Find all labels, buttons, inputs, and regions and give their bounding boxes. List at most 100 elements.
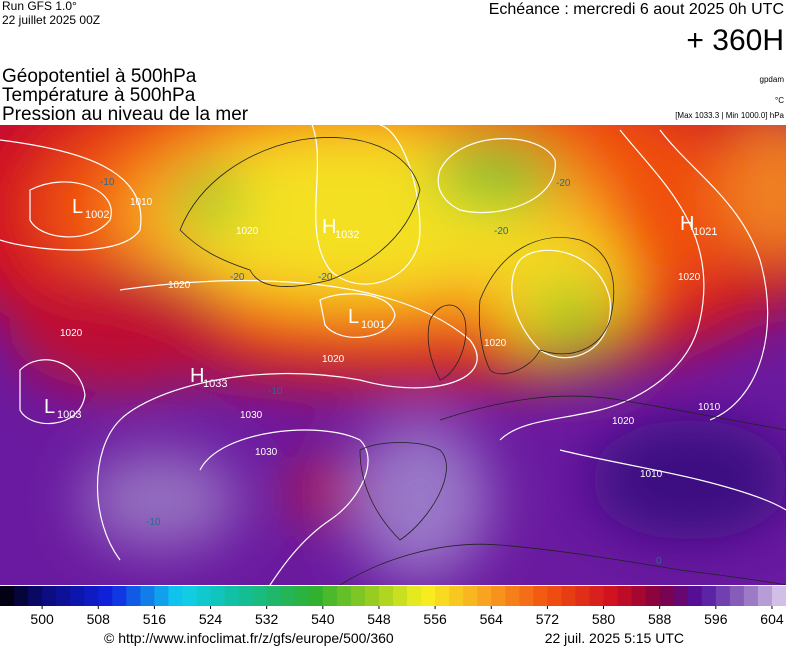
colorbar-swatch — [575, 586, 590, 606]
colorbar-swatch — [280, 586, 296, 606]
isobar-label: 1030 — [240, 410, 263, 421]
colorbar-swatch — [14, 586, 29, 606]
colorbar-tick-label: 588 — [648, 611, 672, 627]
temperature-label: -20 — [556, 178, 571, 189]
center-value: 1001 — [361, 319, 385, 331]
colorbar-swatch — [84, 586, 99, 606]
colorbar-swatch — [757, 586, 773, 606]
temperature-label: -20 — [230, 272, 245, 283]
isobar-label: 1020 — [612, 416, 635, 427]
center-value: 1021 — [693, 226, 717, 238]
colorbar-swatch — [617, 586, 633, 606]
center-letter: H — [322, 216, 336, 238]
center-letter: H — [680, 213, 694, 235]
source-url: © http://www.infoclimat.fr/z/gfs/europe/… — [104, 630, 394, 646]
unit-label: [Max 1033.3 | Min 1000.0] hPa — [675, 111, 784, 120]
center-letter: L — [72, 196, 83, 218]
lead-time: + 360H — [686, 24, 784, 57]
center-letter: L — [348, 306, 359, 328]
isobar-label: 1010 — [698, 402, 721, 413]
center-value: 1003 — [57, 409, 81, 421]
colorbar-tick-label: 500 — [30, 611, 54, 627]
colorbar-tick-label: 572 — [536, 611, 560, 627]
colorbar-swatch — [547, 586, 562, 606]
colorbar-swatch — [56, 586, 71, 606]
colorbar-swatch — [196, 586, 212, 606]
colorbar-swatch — [715, 586, 731, 606]
colorbar-swatch — [210, 586, 226, 606]
colorbar-tick-label: 604 — [760, 611, 784, 627]
colorbar-swatch — [687, 586, 703, 606]
coastlines — [179, 137, 786, 585]
isobar-label: 1010 — [130, 197, 153, 208]
colorbar-swatch — [603, 586, 619, 606]
colorbar-tick-label: 524 — [199, 611, 223, 627]
isobars — [0, 125, 786, 585]
colorbar-tick-label: 508 — [87, 611, 111, 627]
colorbar-swatch — [771, 586, 786, 606]
colorbar-swatch — [393, 586, 408, 606]
isobar-label: 1020 — [60, 328, 83, 339]
unit-label: °C — [775, 96, 784, 105]
colorbar-swatch — [70, 586, 85, 606]
isobar-label: 1020 — [236, 226, 259, 237]
colorbar-swatch — [336, 586, 352, 606]
layer-title: Pression au niveau de la mer — [2, 104, 249, 125]
isobar-label: 1010 — [640, 469, 663, 480]
generated-time: 22 juil. 2025 5:15 UTC — [545, 630, 684, 646]
isobar-label: 1020 — [168, 280, 191, 291]
colorbar-tick-label: 548 — [367, 611, 391, 627]
center-value: 1002 — [85, 209, 109, 221]
colorbar-tick-label: 516 — [143, 611, 167, 627]
colorbar-swatch — [533, 586, 548, 606]
colorbar-swatch — [42, 586, 57, 606]
colorbar-swatch — [435, 586, 450, 606]
center-value: 1033 — [203, 378, 227, 390]
colorbar-swatch — [168, 586, 183, 606]
colorbar-tick-label: 596 — [704, 611, 728, 627]
colorbar-swatch — [238, 586, 254, 606]
colorbar-tick-label: 540 — [311, 611, 335, 627]
isobar-label: 1020 — [322, 354, 345, 365]
colorbar-swatch — [701, 586, 717, 606]
colorbar-swatch — [350, 586, 366, 606]
colorbar-swatch — [477, 586, 492, 606]
run-date: 22 juillet 2025 00Z — [2, 13, 100, 27]
colorbar-tick-label: 580 — [592, 611, 616, 627]
colorbar-swatch — [491, 586, 506, 606]
colorbar-swatch — [631, 586, 647, 606]
layer-title: Géopotentiel à 500hPa — [2, 66, 197, 87]
valid-time: Echéance : mercredi 6 aout 2025 0h UTC — [489, 1, 784, 18]
isobar-label: 1030 — [255, 447, 278, 458]
layer-title: Température à 500hPa — [2, 85, 196, 106]
center-letter: L — [44, 396, 55, 418]
colorbar-swatch — [126, 586, 141, 606]
temperature-label: -20 — [494, 226, 509, 237]
colorbar-swatch — [645, 586, 661, 606]
temperature-label: -10 — [268, 386, 283, 397]
colorbar-swatch — [112, 586, 127, 606]
contour-labels: 1010 1020 1020 1020 1030 1030 1020 1020 1010 1010… — [60, 177, 721, 567]
unit-label: gpdam — [760, 75, 785, 84]
colorbar-swatch — [421, 586, 436, 606]
center-value: 1032 — [335, 229, 359, 241]
colorbar-swatch — [364, 586, 380, 606]
colorbar-swatch — [140, 586, 155, 606]
colorbar-swatch — [28, 586, 43, 606]
colorbar-swatch — [743, 586, 759, 606]
colorbar-swatch — [294, 586, 310, 606]
colorbar-swatch — [673, 586, 689, 606]
colorbar-swatch — [378, 586, 394, 606]
colorbar-tick-label: 564 — [480, 611, 504, 627]
colorbar-swatch — [589, 586, 605, 606]
temperature-label: 0 — [656, 556, 662, 567]
colorbar-swatch — [463, 586, 478, 606]
colorbar-swatch — [729, 586, 745, 606]
colorbar-swatch — [308, 586, 324, 606]
temperature-label: -20 — [318, 272, 333, 283]
field — [0, 125, 786, 580]
colorbar-swatch — [407, 586, 422, 606]
